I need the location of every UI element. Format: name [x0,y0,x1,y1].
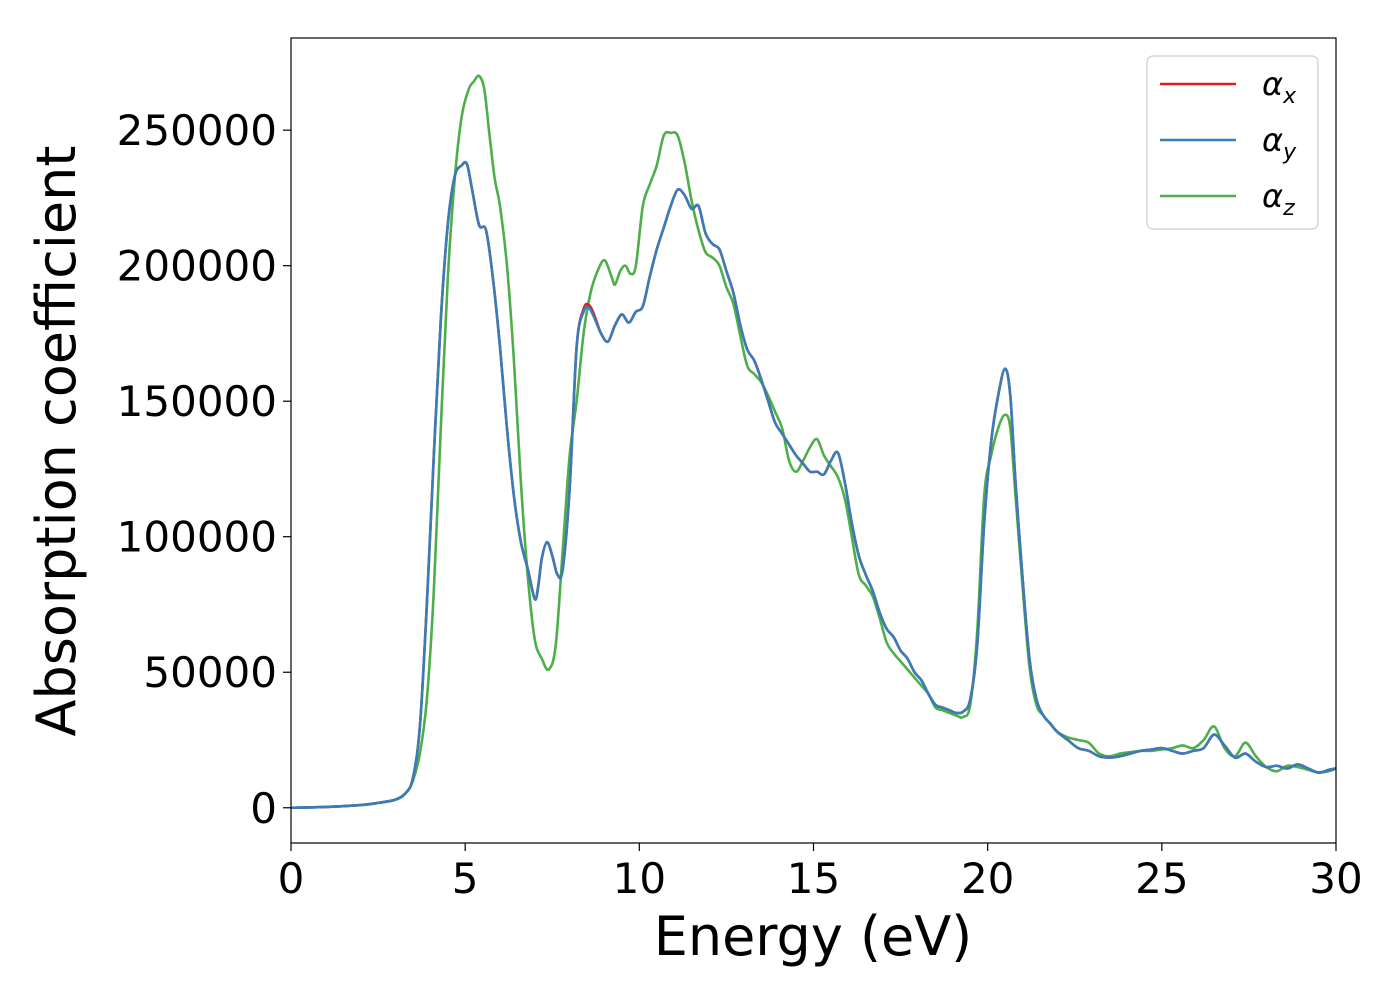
legend-label: αx [1262,65,1297,109]
y-tick-label: 0 [250,784,277,833]
legend-label: αy [1262,121,1297,165]
x-tick-label: 30 [1309,854,1362,903]
y-tick-label: 50000 [143,648,277,697]
series-line-alpha-z [291,74,1336,810]
x-tick-label: 15 [787,854,840,903]
y-axis: 0 50000 100000 150000 200000 250000 [117,106,291,833]
x-tick-label: 20 [961,854,1014,903]
y-tick-label: 250000 [117,106,277,155]
legend-box [1146,55,1319,230]
y-tick-label: 200000 [117,242,277,291]
series-line-alpha-y [291,160,1336,810]
x-tick-label: 5 [452,854,479,903]
x-axis-label: Energy (eV) [654,905,973,968]
y-tick-label: 100000 [117,513,277,562]
y-axis-label: Absorption coefficient [25,146,88,737]
x-tick-label: 25 [1135,854,1188,903]
y-tick-label: 150000 [117,377,277,426]
legend-label: αz [1262,177,1295,221]
x-tick-label: 10 [613,854,666,903]
legend: αx αy αz [1146,55,1319,230]
x-axis: 0 5 10 15 20 25 30 [278,843,1363,903]
x-tick-label: 0 [278,854,305,903]
series-layer [291,74,1336,810]
